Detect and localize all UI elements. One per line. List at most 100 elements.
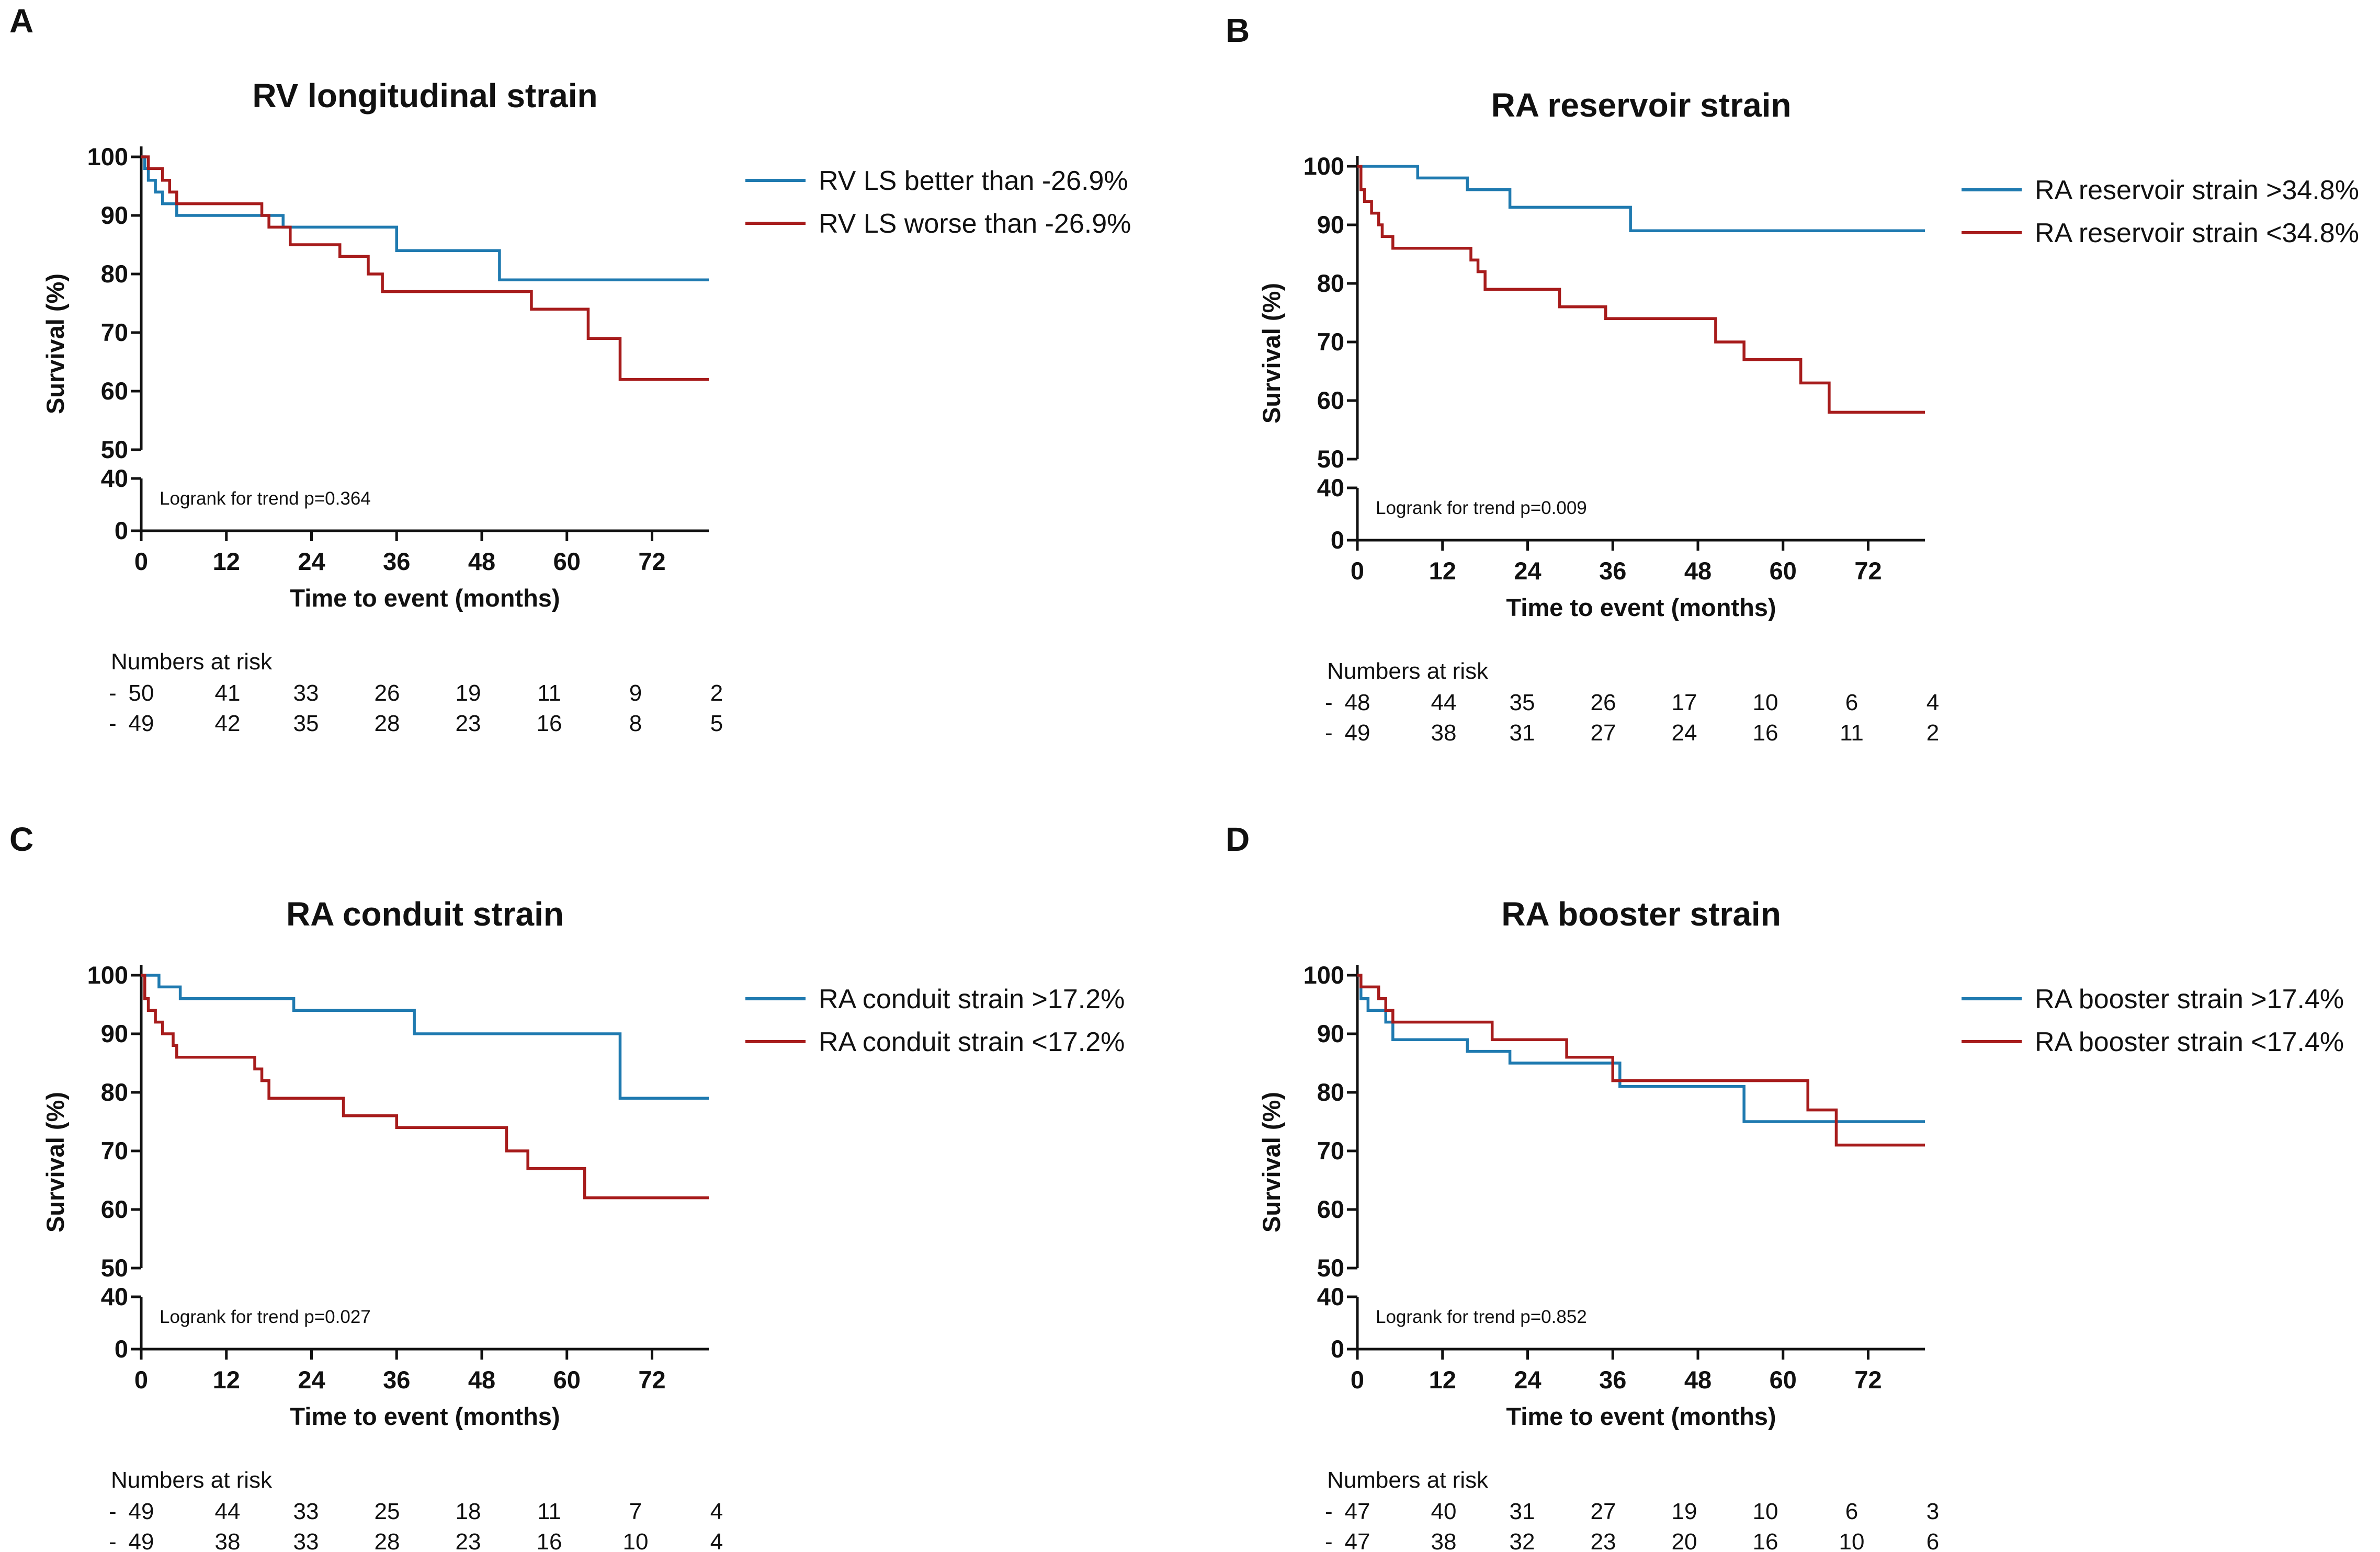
y-tick-label: 60 xyxy=(1317,1195,1344,1223)
risk-count: 44 xyxy=(215,1499,241,1524)
x-axis-title: Time to event (months) xyxy=(290,584,560,612)
panel-letter: D xyxy=(1226,820,1250,858)
risk-count: 10 xyxy=(623,1529,649,1552)
risk-count: 17 xyxy=(1672,690,1697,715)
legend-label: RV LS better than -26.9% xyxy=(819,166,1128,196)
panel-a: A RV longitudinal strain 50 60 70 80 90 100 0 40 0… xyxy=(9,2,1131,736)
y-tick-label: 80 xyxy=(101,260,128,288)
risk-count: 23 xyxy=(456,711,481,736)
x-axis-title: Time to event (months) xyxy=(1506,1402,1776,1430)
y-tick-label: 0 xyxy=(1331,1335,1344,1363)
survival-line-series-1 xyxy=(141,974,709,1100)
y-tick-label: 100 xyxy=(87,961,128,989)
y-tick-label: 0 xyxy=(115,1335,128,1363)
x-tick-label: 24 xyxy=(298,1366,325,1394)
logrank-note: Logrank for trend p=0.009 xyxy=(1376,498,1587,518)
x-tick-label: 60 xyxy=(1770,557,1797,585)
y-tick-label: 100 xyxy=(1304,152,1344,180)
y-tick-label: 60 xyxy=(101,1195,128,1223)
x-tick-label: 48 xyxy=(468,1366,495,1394)
legend-label: RA booster strain >17.4% xyxy=(2035,984,2344,1014)
risk-count: 32 xyxy=(1510,1529,1535,1552)
logrank-note: Logrank for trend p=0.852 xyxy=(1376,1307,1587,1327)
risk-count: 38 xyxy=(215,1529,241,1552)
x-tick-label: 36 xyxy=(383,547,410,575)
risk-count: 50 xyxy=(129,680,154,706)
survival-line-series-2 xyxy=(1357,974,1925,1147)
risk-count: 11 xyxy=(1840,720,1864,746)
x-tick-label: 0 xyxy=(134,1366,148,1394)
risk-dash: - xyxy=(109,1529,117,1552)
x-tick-label: 36 xyxy=(383,1366,410,1394)
risk-count: 11 xyxy=(537,1499,561,1524)
risk-count: 18 xyxy=(456,1499,481,1524)
y-tick-label: 90 xyxy=(101,201,128,229)
risk-count: 4 xyxy=(710,1529,723,1552)
risk-count: 16 xyxy=(1753,1529,1778,1552)
risk-count: 20 xyxy=(1672,1529,1697,1552)
risk-count: 6 xyxy=(1845,690,1858,715)
y-axis-title: Survival (%) xyxy=(41,1092,69,1233)
x-tick-label: 12 xyxy=(213,1366,240,1394)
y-tick-label: 70 xyxy=(1317,1137,1344,1165)
chart-title: RV longitudinal strain xyxy=(252,77,597,115)
panel-d: D RA booster strain 50 60 70 80 90 100 0 40 0 12 24 3… xyxy=(1226,820,2344,1552)
risk-count: 11 xyxy=(537,680,561,706)
x-tick-label: 36 xyxy=(1599,1366,1626,1394)
risk-count: 31 xyxy=(1510,720,1535,746)
risk-count: 38 xyxy=(1431,720,1457,746)
x-tick-label: 24 xyxy=(1514,557,1541,585)
risk-count: 6 xyxy=(1926,1529,1939,1552)
y-axis-title: Survival (%) xyxy=(1257,283,1285,424)
logrank-note: Logrank for trend p=0.027 xyxy=(160,1307,371,1327)
x-tick-label: 60 xyxy=(553,547,581,575)
y-tick-label: 90 xyxy=(1317,1020,1344,1047)
risk-count: 27 xyxy=(1591,720,1616,746)
risk-count: 10 xyxy=(1753,1499,1778,1524)
legend-label: RA conduit strain >17.2% xyxy=(819,984,1125,1014)
y-tick-label: 60 xyxy=(101,377,128,405)
risk-count: 38 xyxy=(1431,1529,1457,1552)
risk-count: 8 xyxy=(629,711,642,736)
risk-count: 47 xyxy=(1345,1499,1370,1524)
survival-line-series-1 xyxy=(141,155,709,281)
risk-count: 27 xyxy=(1591,1499,1616,1524)
risk-count: 49 xyxy=(129,1529,154,1552)
risk-dash: - xyxy=(1325,1499,1333,1524)
risk-count: 23 xyxy=(456,1529,481,1552)
x-tick-label: 12 xyxy=(213,547,240,575)
y-tick-label: 40 xyxy=(101,1283,128,1310)
chart-title: RA booster strain xyxy=(1501,895,1781,933)
y-tick-label: 70 xyxy=(1317,328,1344,356)
risk-count: 19 xyxy=(456,680,481,706)
legend-label: RA reservoir strain <34.8% xyxy=(2035,218,2359,248)
y-tick-label: 40 xyxy=(1317,474,1344,501)
x-tick-label: 60 xyxy=(1770,1366,1797,1394)
risk-count: 10 xyxy=(1839,1529,1865,1552)
legend-label: RA conduit strain <17.2% xyxy=(819,1027,1125,1057)
panel-letter: B xyxy=(1226,12,1250,49)
risk-count: 23 xyxy=(1591,1529,1616,1552)
risk-count: 10 xyxy=(1753,690,1778,715)
risk-count: 6 xyxy=(1845,1499,1858,1524)
y-axis-title: Survival (%) xyxy=(1257,1092,1285,1233)
risk-count: 35 xyxy=(1510,690,1535,715)
y-tick-label: 50 xyxy=(1317,1254,1344,1282)
risk-dash: - xyxy=(109,711,117,736)
numbers-at-risk-title: Numbers at risk xyxy=(1327,658,1489,684)
risk-count: 49 xyxy=(1345,720,1370,746)
risk-count: 24 xyxy=(1672,720,1697,746)
risk-count: 33 xyxy=(293,1499,319,1524)
x-tick-label: 72 xyxy=(1854,557,1882,585)
x-tick-label: 24 xyxy=(1514,1366,1541,1394)
logrank-note: Logrank for trend p=0.364 xyxy=(160,488,371,509)
risk-count: 49 xyxy=(129,711,154,736)
x-axis-title: Time to event (months) xyxy=(1506,594,1776,621)
y-tick-label: 80 xyxy=(1317,269,1344,297)
legend-label: RA reservoir strain >34.8% xyxy=(2035,175,2359,206)
risk-count: 42 xyxy=(215,711,241,736)
y-tick-label: 70 xyxy=(101,318,128,346)
x-tick-label: 24 xyxy=(298,547,325,575)
numbers-at-risk-title: Numbers at risk xyxy=(111,649,273,675)
